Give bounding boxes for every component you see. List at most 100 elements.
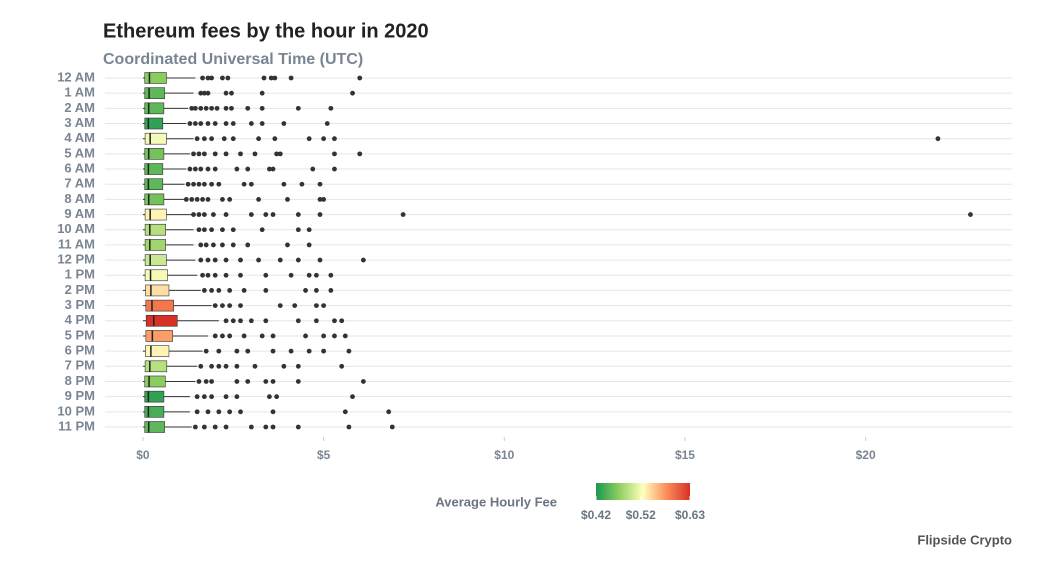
outlier [223, 394, 229, 400]
colorbar-tick-label: $0.63 [675, 508, 705, 522]
outlier [332, 318, 337, 324]
outlier [295, 257, 301, 263]
box [145, 284, 170, 297]
outlier [306, 136, 312, 142]
outlier [332, 166, 337, 172]
outlier [227, 196, 233, 202]
outlier [241, 181, 247, 187]
outlier [248, 318, 254, 324]
outlier [295, 379, 301, 384]
outlier [248, 212, 254, 217]
outlier [288, 272, 294, 278]
x-tick-label: $20 [856, 448, 876, 462]
y-tick-label: 4 AM [64, 130, 95, 145]
outlier [225, 75, 231, 81]
outlier [306, 272, 312, 278]
box [144, 178, 164, 191]
outlier [270, 348, 276, 354]
outlier [252, 363, 258, 369]
outlier [324, 121, 330, 126]
outlier [230, 121, 236, 126]
outlier [194, 409, 200, 415]
outlier [187, 121, 193, 126]
outlier [229, 105, 234, 111]
outlier [211, 242, 216, 248]
outlier [238, 318, 243, 324]
outlier [288, 348, 294, 354]
outlier [295, 363, 301, 369]
outlier [220, 75, 225, 81]
outlier [198, 121, 204, 126]
outlier [234, 363, 240, 369]
outlier [386, 409, 392, 415]
outlier [189, 105, 195, 111]
box [144, 360, 168, 373]
outlier [245, 242, 251, 248]
box [145, 299, 174, 312]
outlier [317, 212, 323, 217]
outlier [332, 333, 337, 339]
outlier [317, 257, 323, 263]
outlier [259, 121, 265, 126]
y-tick-label: 8 PM [65, 373, 95, 388]
outlier [299, 181, 305, 187]
outlier [268, 75, 274, 81]
outlier [248, 424, 254, 430]
outlier [230, 227, 236, 233]
caption: Flipside Crypto [917, 532, 1012, 547]
outlier [321, 348, 327, 354]
outlier [238, 257, 243, 263]
outlier [241, 333, 247, 339]
x-tick-label: $15 [675, 448, 695, 462]
outlier [270, 409, 276, 415]
outlier [295, 212, 301, 217]
outlier [285, 196, 290, 202]
outlier [196, 151, 202, 157]
outlier [198, 166, 204, 172]
outlier [185, 181, 191, 187]
outlier [339, 363, 345, 369]
outlier [203, 242, 209, 248]
outlier [256, 196, 261, 202]
y-tick-label: 8 AM [64, 191, 95, 206]
outlier [263, 379, 269, 384]
box [144, 72, 167, 84]
box [144, 132, 167, 145]
y-tick-label: 9 AM [64, 206, 95, 221]
outlier [201, 288, 207, 293]
box [145, 314, 178, 327]
outlier [198, 257, 204, 263]
outlier [203, 348, 209, 354]
y-tick-label: 5 AM [64, 145, 95, 160]
outlier [205, 121, 211, 126]
outlier [209, 181, 214, 187]
outlier [295, 424, 301, 430]
outlier [223, 212, 229, 217]
outlier [201, 151, 207, 157]
outlier [306, 242, 312, 248]
outlier [234, 379, 240, 384]
outlier [292, 303, 298, 309]
y-tick-label: 2 AM [64, 100, 95, 115]
y-tick-label: 12 PM [57, 252, 95, 267]
outlier [350, 90, 355, 96]
outlier [191, 181, 196, 187]
outlier [342, 409, 348, 415]
outlier [274, 394, 280, 400]
outlier [216, 181, 222, 187]
outlier [277, 303, 283, 309]
outlier [263, 318, 269, 324]
outlier [216, 363, 222, 369]
outlier [200, 196, 205, 202]
outlier [281, 121, 287, 126]
outlier [209, 105, 214, 111]
outlier [196, 227, 202, 233]
outlier [223, 363, 229, 369]
outlier [209, 288, 214, 293]
y-tick-label: 10 AM [57, 221, 95, 236]
outlier [295, 105, 301, 111]
outlier [259, 90, 265, 96]
outlier [317, 196, 323, 202]
y-tick-label: 3 AM [64, 115, 95, 130]
